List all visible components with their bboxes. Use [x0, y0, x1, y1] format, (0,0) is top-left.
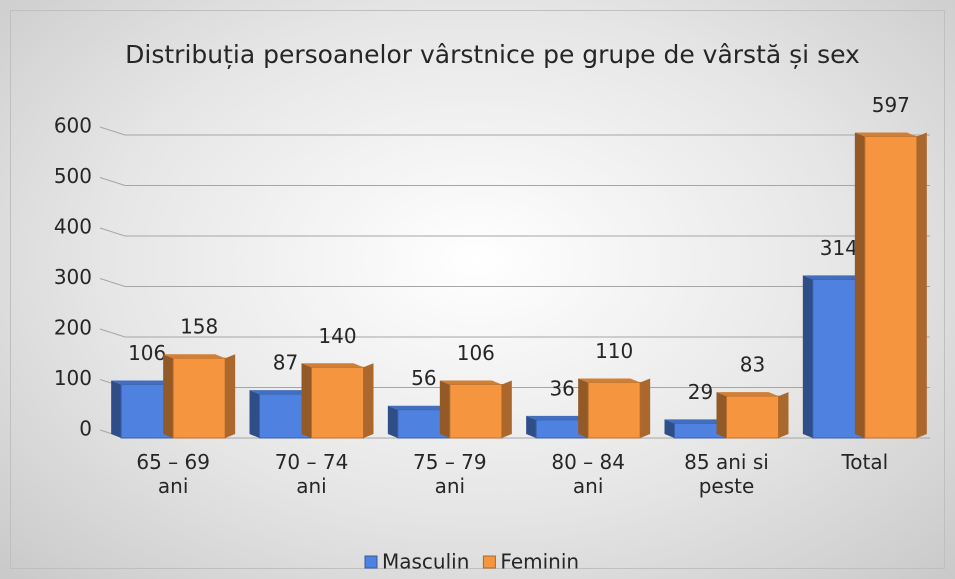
y-tick-label: 600 — [54, 114, 92, 138]
data-label: 158 — [180, 315, 218, 339]
bar-front — [864, 136, 918, 439]
bar-front — [172, 357, 226, 439]
y-tick-label: 100 — [54, 366, 92, 390]
data-label: 140 — [318, 324, 356, 348]
x-tick-label: 70 – 74 ani — [274, 450, 349, 498]
bar-rside — [501, 380, 512, 438]
bar — [301, 363, 374, 439]
y-tick-label: 200 — [54, 316, 92, 340]
x-tick-label: 85 ani si peste — [684, 450, 769, 498]
bar-side — [526, 415, 537, 438]
bar-top — [526, 415, 589, 420]
data-label: 87 — [273, 351, 298, 375]
bar — [439, 380, 512, 439]
bar-side — [163, 354, 174, 438]
x-tick-label: 65 – 69 ani — [136, 450, 210, 498]
data-label: 56 — [411, 366, 436, 390]
bar-rside — [640, 378, 651, 438]
y-tick-label: 0 — [79, 417, 92, 441]
grid-line — [99, 328, 930, 338]
bar-top — [111, 380, 174, 385]
legend-swatch — [364, 555, 378, 569]
bar-side — [111, 380, 122, 438]
bar-side — [439, 380, 450, 438]
bar-side — [301, 363, 312, 438]
bar-side — [664, 419, 675, 438]
grid-line — [99, 278, 930, 287]
data-label: 29 — [688, 380, 713, 404]
bar-side — [249, 390, 260, 438]
bar-top — [163, 354, 226, 359]
bar-front — [726, 395, 779, 439]
legend-label: Feminin — [500, 550, 579, 574]
data-label: 314 — [820, 236, 858, 260]
bar-side — [854, 132, 865, 438]
data-label: 106 — [457, 341, 495, 365]
bar-top — [854, 132, 917, 137]
grid-line — [99, 227, 930, 237]
data-label: 110 — [595, 339, 633, 363]
bar-front — [311, 366, 364, 439]
bar — [163, 354, 236, 439]
bar — [854, 132, 927, 439]
x-tick-label: 80 – 84 ani — [551, 450, 625, 498]
y-tick-label: 400 — [54, 215, 92, 239]
bar-front — [449, 383, 503, 439]
bar-rside — [363, 363, 374, 438]
legend-swatch — [482, 555, 496, 569]
x-tick-label: Total — [841, 450, 889, 474]
y-tick-label: 500 — [54, 164, 92, 188]
bar-side — [716, 392, 727, 438]
data-label: 83 — [740, 353, 765, 377]
bar-top — [802, 275, 865, 280]
bar-top — [301, 363, 364, 368]
data-label: 597 — [872, 93, 910, 117]
bar-top — [664, 419, 727, 424]
chart-border — [10, 10, 945, 569]
grid-line — [99, 126, 930, 136]
bar-top — [578, 378, 641, 383]
bar-side — [387, 405, 398, 438]
bar — [716, 392, 789, 439]
x-tick-label: 75 – 79 ani — [413, 450, 487, 498]
bar — [578, 378, 651, 439]
bar-top — [716, 392, 779, 397]
bar-side — [802, 275, 813, 438]
bar-side — [578, 378, 589, 438]
bar-top — [439, 380, 502, 385]
bar-rside — [778, 392, 789, 438]
chart-title: Distribuția persoanelor vârstnice pe gru… — [125, 40, 860, 69]
bar-rside — [916, 132, 927, 438]
y-tick-label: 300 — [54, 265, 92, 289]
bar-front — [587, 381, 641, 439]
grid-line — [99, 177, 930, 186]
bar-top — [387, 405, 450, 410]
data-label: 36 — [549, 376, 574, 400]
bar-rside — [225, 354, 236, 438]
data-label: 106 — [128, 341, 166, 365]
legend-label: Masculin — [382, 550, 469, 574]
bar-top — [249, 390, 312, 395]
